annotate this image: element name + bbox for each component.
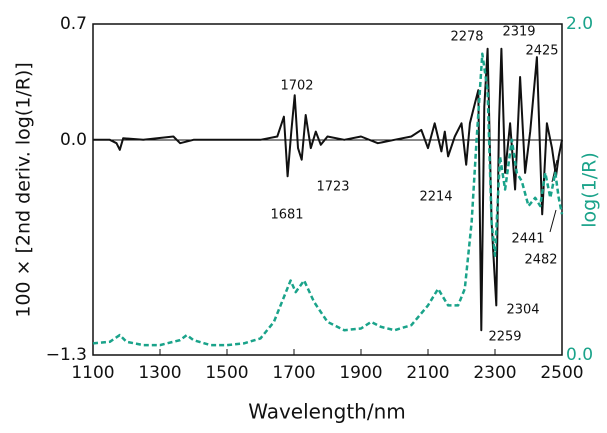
x-tick-label: 1300 [138,363,181,383]
x-tick-label: 1100 [71,363,114,383]
annotation: 2259 [488,330,521,345]
plot-frame [92,23,563,356]
y2-tick-label: 2.0 [566,14,593,34]
annotation: 1723 [316,180,349,195]
annotation: 2214 [419,190,452,205]
annotation: 2482 [524,253,557,268]
annotation: 2319 [502,25,535,40]
annotation: 1702 [280,79,313,94]
annotation: 2278 [450,30,483,45]
x-tick-label: 2100 [406,363,449,383]
x-axis-label: Wavelength/nm [248,400,406,424]
y2-tick-label: 0.0 [566,345,593,365]
annotation-leader [549,209,557,233]
x-tick-label: 1700 [272,363,315,383]
annotation: 1681 [270,208,303,223]
y-tick-label: −1.3 [46,345,87,365]
annotation: 2304 [506,303,539,318]
x-tick-label: 1900 [339,363,382,383]
y-tick-label: 0.0 [60,130,87,150]
y2-axis-label: log(1/R) [579,152,601,227]
annotation: 2425 [525,44,558,59]
y-axis-label: 100 × [2nd deriv. log(1/R)] [13,62,35,318]
x-tick-label: 2500 [540,363,583,383]
x-tick-label: 2300 [473,363,516,383]
data-line [92,52,564,347]
annotation: 2441 [511,232,544,247]
x-tick-label: 1500 [205,363,248,383]
y-tick-label: 0.7 [60,14,87,34]
